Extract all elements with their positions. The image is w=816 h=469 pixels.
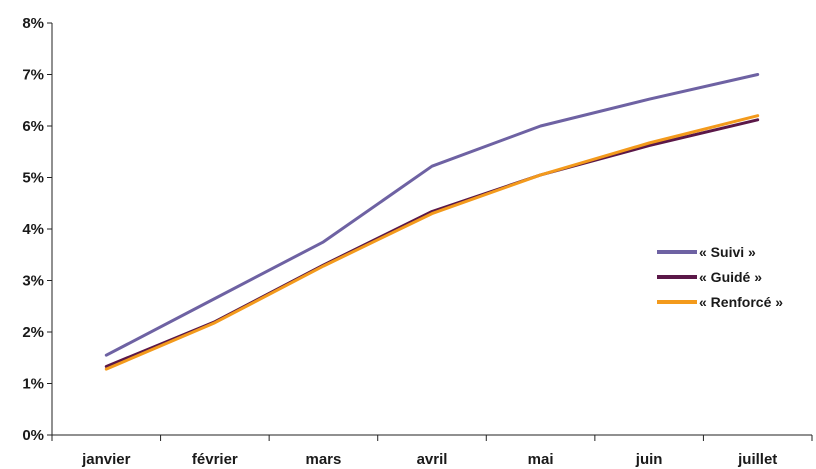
legend-label: « Guidé » <box>699 269 762 285</box>
y-tick-label: 0% <box>22 427 44 444</box>
legend: « Suivi » « Guidé » « Renforcé » <box>657 244 783 310</box>
legend-label: « Suivi » <box>699 244 756 260</box>
y-tick-label: 4% <box>22 221 44 238</box>
x-tick-label: juillet <box>737 451 777 468</box>
x-tick-label: avril <box>417 451 448 468</box>
y-tick-label: 6% <box>22 118 44 135</box>
y-tick-label: 7% <box>22 67 44 84</box>
y-tick-label: 2% <box>22 324 44 341</box>
x-axis: janvier février mars avril mai juin juillet <box>51 434 813 468</box>
y-tick-label: 3% <box>22 273 44 290</box>
x-tick-label: mars <box>305 451 341 468</box>
x-tick-label: mai <box>528 451 554 468</box>
y-tick-label: 5% <box>22 170 44 187</box>
x-tick-label: février <box>192 451 238 468</box>
series-line-1 <box>104 73 760 357</box>
y-axis: 0% 1% 2% 3% 4% 5% 6% 7% 8% <box>22 15 53 444</box>
y-tick-label: 1% <box>22 376 44 393</box>
legend-label: « Renforcé » <box>699 294 783 310</box>
y-tick-label: 8% <box>22 15 44 32</box>
x-tick-label: janvier <box>81 451 131 468</box>
series-line-3 <box>104 114 760 371</box>
series-line-2 <box>104 118 760 368</box>
x-tick-label: juin <box>635 451 663 468</box>
series-lines <box>104 73 760 371</box>
